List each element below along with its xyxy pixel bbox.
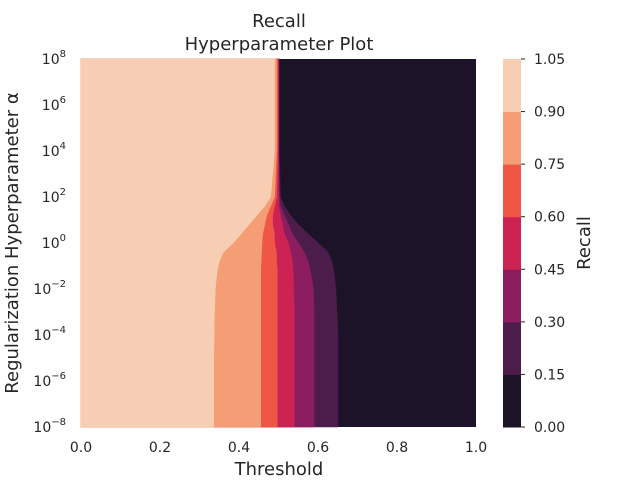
colorbar-tick-label: 0.60 — [534, 210, 565, 226]
x-axis-label: Threshold — [234, 459, 324, 480]
colorbar-ticks: 0.00 0.15 0.30 0.45 0.60 0.75 0.90 1.05 — [521, 52, 565, 436]
colorbar-tick-label: 0.15 — [534, 367, 565, 383]
x-tick-label: 0.0 — [70, 440, 92, 456]
x-tick-label: 0.4 — [228, 440, 250, 456]
colorbar-segment — [503, 269, 521, 323]
y-tick-label: 10−2 — [33, 279, 66, 298]
x-tick-label: 0.6 — [307, 440, 329, 456]
chart-subtitle: Hyperparameter Plot — [185, 34, 374, 55]
colorbar-segment — [503, 59, 521, 113]
colorbar-tick-label: 0.30 — [534, 315, 565, 331]
colorbar — [503, 59, 521, 428]
y-tick-label: 10−6 — [33, 371, 66, 390]
colorbar-segment — [503, 216, 521, 270]
colorbar-segment — [503, 321, 521, 375]
y-axis-label: Regularization Hyperparameter α — [2, 92, 23, 393]
colorbar-tick-label: 0.90 — [534, 105, 565, 121]
chart-title: Recall — [252, 11, 306, 32]
y-tick-label: 104 — [42, 141, 66, 160]
colorbar-tick-label: 0.00 — [534, 420, 565, 436]
y-tick-label: 108 — [42, 49, 66, 68]
y-tick-label: 100 — [42, 233, 66, 252]
colorbar-segment — [503, 374, 521, 428]
x-tick-label: 0.2 — [149, 440, 171, 456]
x-tick-label: 1.0 — [465, 440, 487, 456]
y-axis-ticks: 108 106 104 102 100 10−2 10−4 10−6 10−8 — [33, 49, 66, 436]
colorbar-tick-label: 1.05 — [534, 52, 565, 68]
recall-band-6 — [80, 58, 275, 428]
colorbar-segment — [503, 164, 521, 218]
x-tick-label: 0.8 — [386, 440, 408, 456]
colorbar-segment — [503, 111, 521, 165]
colorbar-tick-label: 0.45 — [534, 262, 565, 278]
colorbar-tick-label: 0.75 — [534, 157, 565, 173]
y-tick-label: 10−8 — [33, 417, 66, 436]
colorbar-label: Recall — [574, 216, 595, 270]
plot-area — [80, 58, 476, 428]
y-tick-label: 106 — [42, 95, 66, 114]
y-tick-label: 10−4 — [33, 325, 66, 344]
y-tick-label: 102 — [42, 187, 66, 206]
x-axis-ticks: 0.0 0.2 0.4 0.6 0.8 1.0 — [70, 440, 487, 456]
